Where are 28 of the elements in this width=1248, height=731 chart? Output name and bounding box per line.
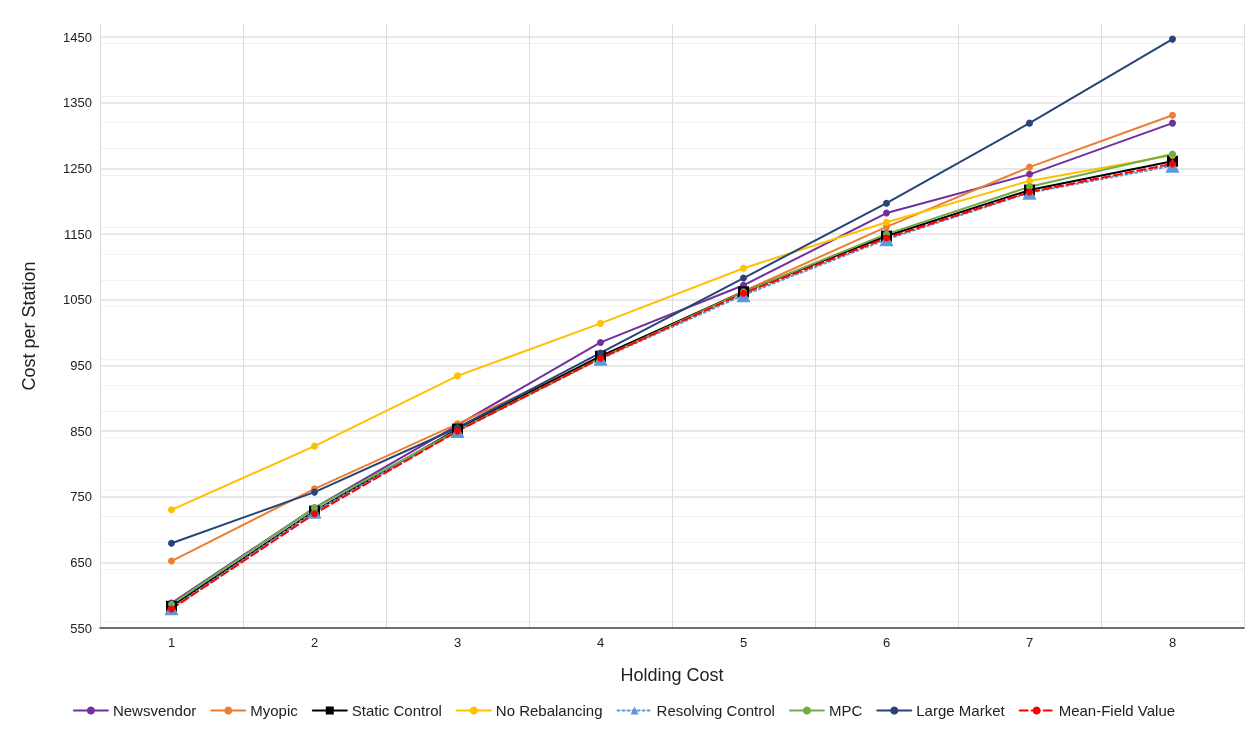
legend-label: Resolving Control xyxy=(656,702,775,719)
x-tick-label: 3 xyxy=(453,635,462,650)
x-tick-label: 5 xyxy=(739,635,748,650)
x-axis-title: Holding Cost xyxy=(620,665,724,685)
y-tick-label: 1450 xyxy=(63,29,92,45)
y-axis-title: Cost per Station xyxy=(19,261,39,391)
x-tick-label: 2 xyxy=(310,635,319,650)
y-tick-label: 1250 xyxy=(63,160,92,176)
y-tick-label: 1150 xyxy=(64,226,92,242)
legend-label: Static Control xyxy=(351,702,442,719)
legend-label: MPC xyxy=(828,702,863,719)
x-tick-label: 4 xyxy=(596,635,605,650)
y-tick-label: 650 xyxy=(70,554,92,570)
legend-label: Large Market xyxy=(916,702,1006,719)
legend-label: No Rebalancing xyxy=(495,702,603,719)
legend-label: Mean-Field Value xyxy=(1058,702,1176,719)
x-tick-label: 1 xyxy=(167,635,176,650)
y-tick-label: 750 xyxy=(70,489,92,505)
y-tick-label: 1050 xyxy=(63,292,92,308)
y-tick-label: 550 xyxy=(70,620,92,636)
x-tick-label: 8 xyxy=(1168,635,1177,650)
legend-label: Newsvendor xyxy=(112,702,197,719)
y-tick-label: 950 xyxy=(70,357,92,373)
y-tick-label: 850 xyxy=(70,423,92,439)
x-tick-label: 7 xyxy=(1025,635,1034,650)
legend-label: Myopic xyxy=(250,702,299,719)
y-tick-label: 1350 xyxy=(63,95,92,111)
x-tick-label: 6 xyxy=(882,635,891,650)
